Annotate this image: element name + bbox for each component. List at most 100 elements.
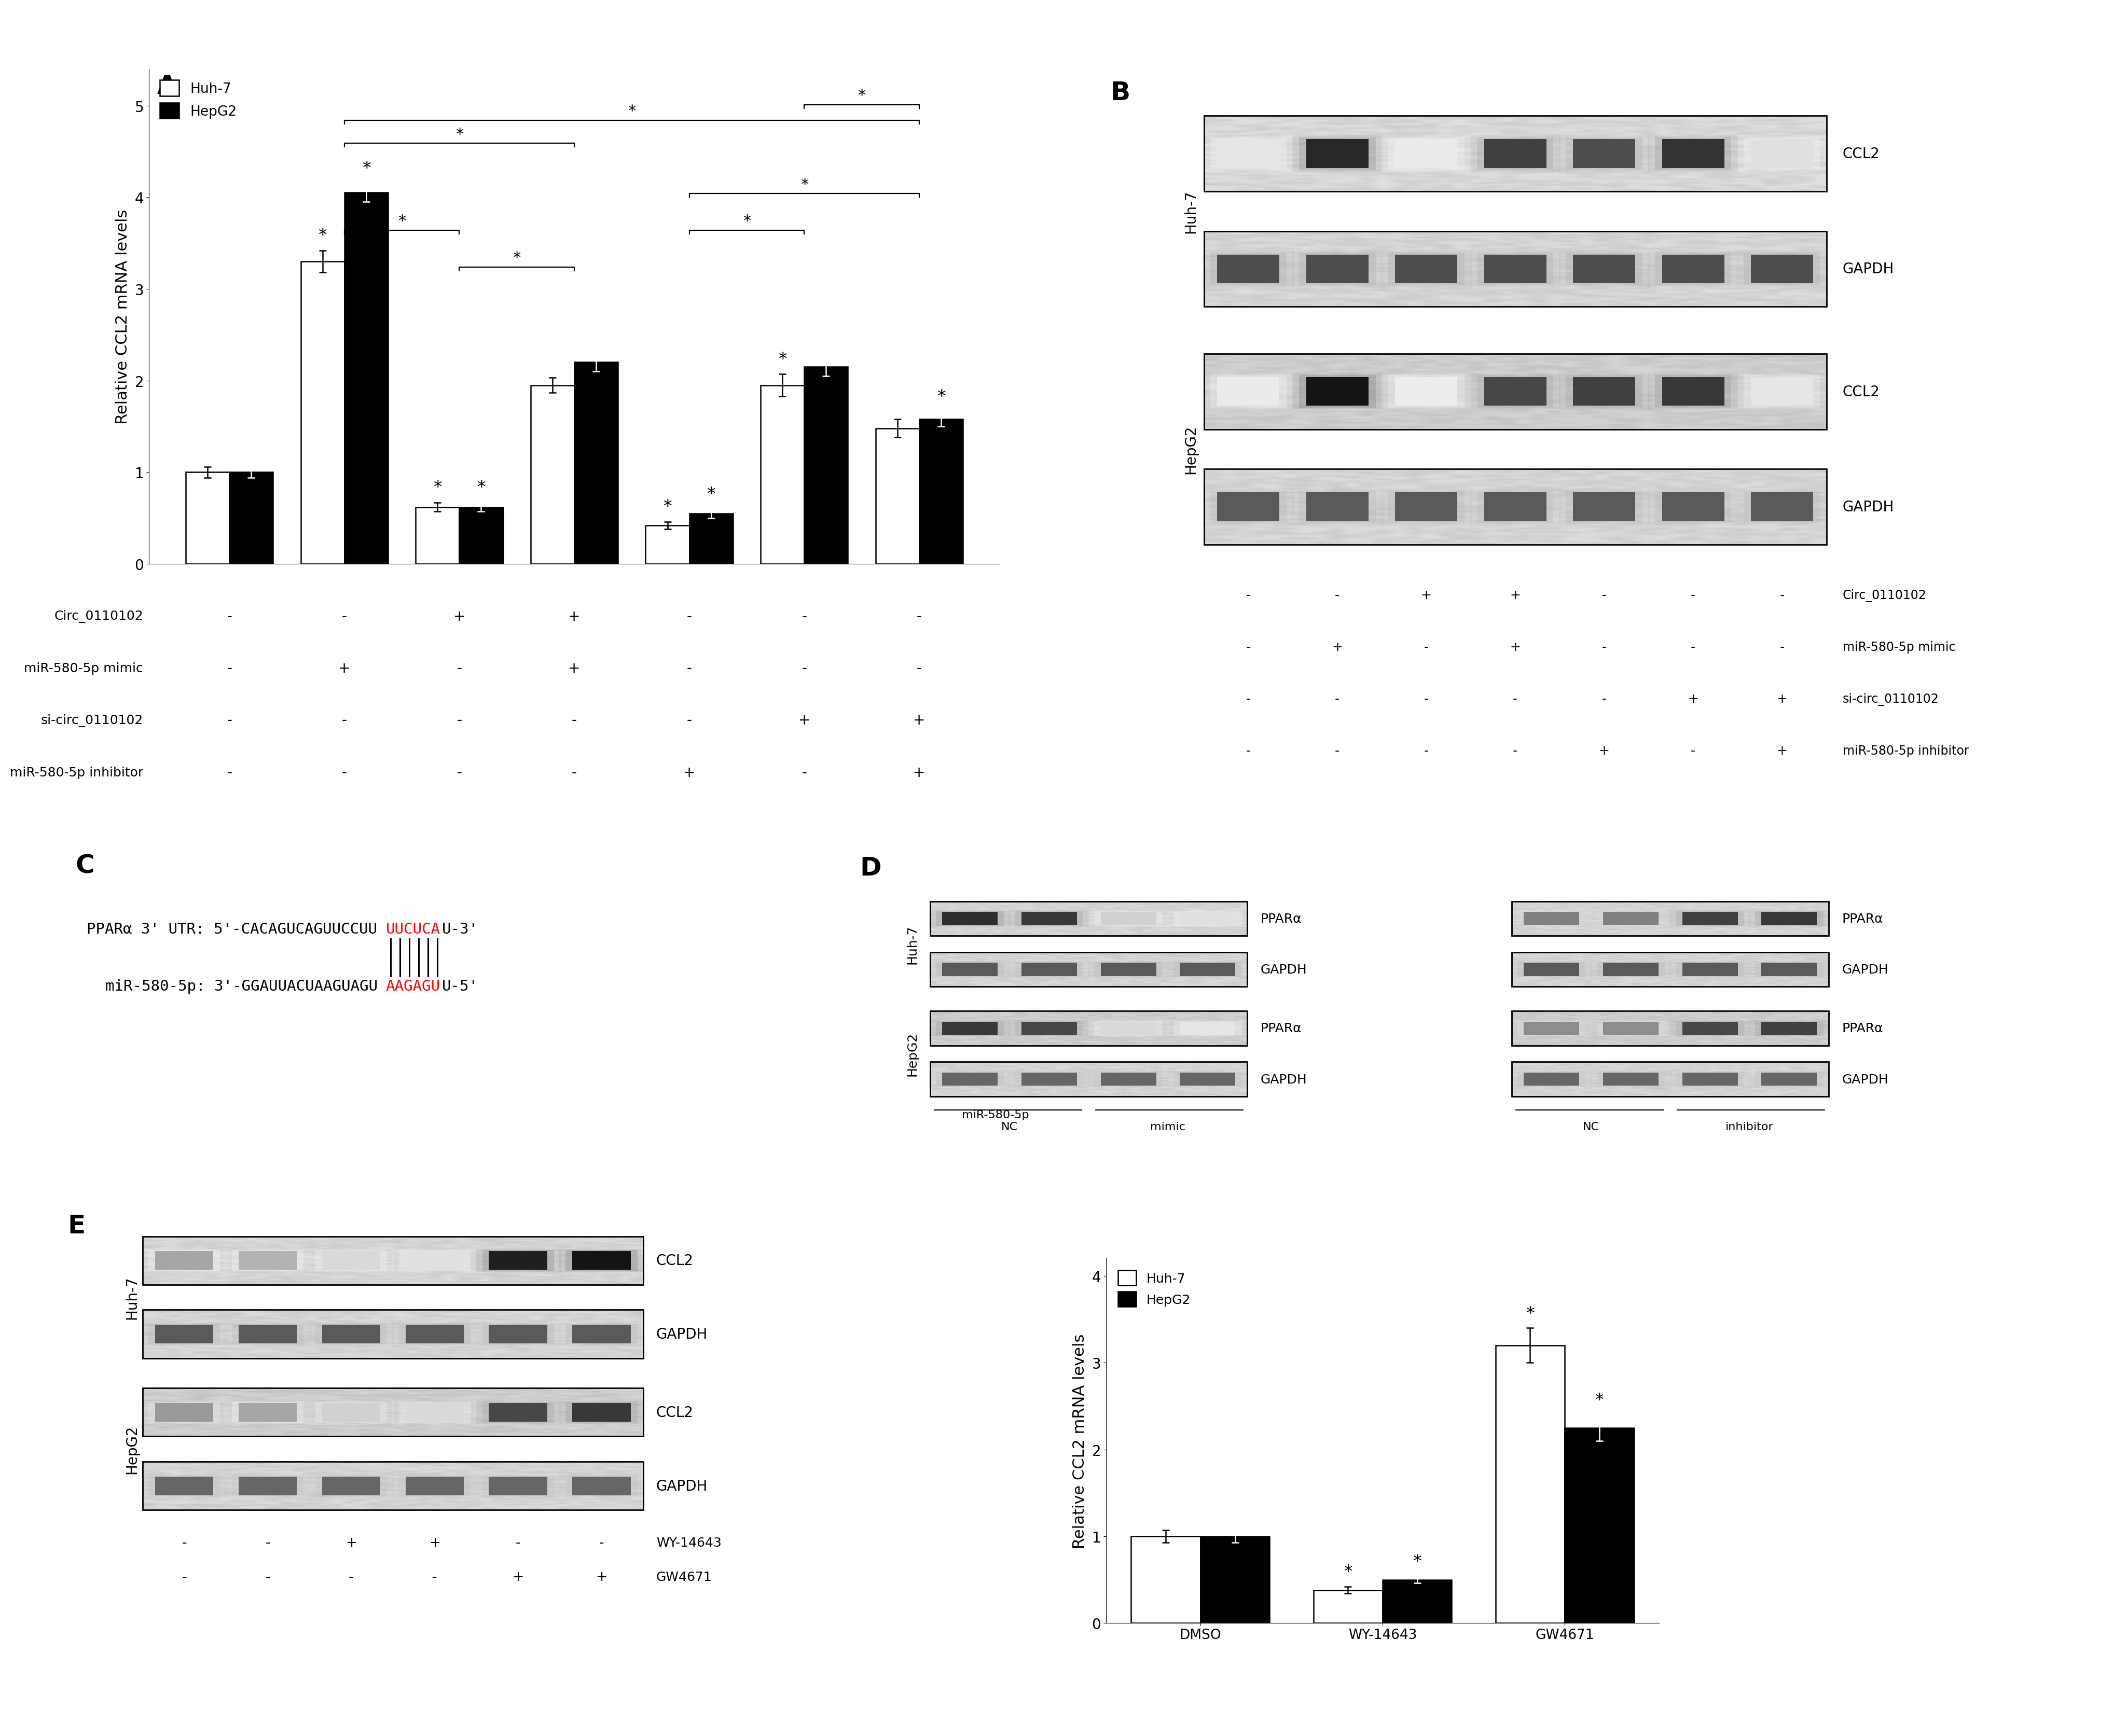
Y-axis label: Relative CCL2 mRNA levels: Relative CCL2 mRNA levels [115, 210, 130, 424]
Bar [238, 1252, 298, 1269]
Bar [143, 1401, 228, 1424]
Text: PPARα: PPARα [1842, 913, 1882, 925]
Bar [232, 1403, 304, 1424]
Bar [1180, 963, 1236, 976]
Bar [1174, 911, 1242, 925]
Bar [1748, 962, 1829, 977]
Bar [1021, 1023, 1076, 1035]
Text: miR-580-5p mimic: miR-580-5p mimic [1842, 641, 1955, 653]
Bar [1180, 1023, 1236, 1035]
Bar [143, 1462, 642, 1510]
Text: E: E [68, 1213, 85, 1238]
Bar [1306, 139, 1368, 168]
Bar [1204, 354, 1827, 429]
Text: +: + [1600, 745, 1610, 757]
Bar [321, 1477, 381, 1495]
Text: inhibitor: inhibitor [1725, 1121, 1774, 1132]
Bar [143, 1323, 228, 1345]
Text: +: + [513, 1569, 523, 1583]
Text: -: - [457, 713, 462, 727]
Text: GW4671: GW4671 [657, 1571, 713, 1583]
Text: -: - [1691, 745, 1695, 757]
Bar [1087, 910, 1170, 927]
Bar [1100, 963, 1157, 976]
Bar [1168, 1071, 1249, 1087]
Bar [1682, 963, 1738, 976]
Bar [1655, 253, 1731, 285]
Bar [1565, 375, 1642, 408]
Bar [936, 1021, 1004, 1036]
Bar [1744, 253, 1821, 285]
Bar [1210, 491, 1287, 523]
Bar [1597, 1021, 1665, 1036]
Bar [1485, 255, 1546, 283]
Bar [1312, 1590, 1383, 1623]
Text: *: * [434, 479, 442, 496]
Bar [315, 1325, 387, 1344]
Bar [1604, 963, 1659, 976]
Bar [483, 1325, 553, 1344]
Bar [942, 963, 998, 976]
Bar [1523, 1023, 1578, 1035]
Text: C: C [74, 854, 94, 878]
Bar [1174, 962, 1242, 977]
Text: -: - [1423, 693, 1429, 705]
Text: GAPDH: GAPDH [1842, 1073, 1889, 1085]
Text: *: * [362, 160, 370, 177]
Bar [1217, 493, 1280, 521]
Text: GAPDH: GAPDH [1261, 1073, 1308, 1085]
Bar [1476, 491, 1553, 523]
Bar [1755, 911, 1823, 925]
Text: *: * [800, 177, 808, 193]
Text: -: - [917, 609, 921, 623]
Text: *: * [398, 214, 406, 229]
Bar [308, 1401, 393, 1424]
Text: miR-580-5p inhibitor: miR-580-5p inhibitor [11, 766, 143, 779]
Bar [1100, 1023, 1157, 1035]
Bar [1395, 255, 1457, 283]
Text: B: B [1110, 80, 1129, 106]
Text: -: - [1336, 589, 1340, 602]
Bar [1676, 1021, 1744, 1036]
Text: -: - [342, 766, 347, 779]
Bar [1523, 911, 1578, 925]
Bar [1470, 373, 1561, 410]
Bar [1670, 910, 1751, 927]
Bar [1210, 137, 1287, 170]
Text: GAPDH: GAPDH [1261, 963, 1308, 976]
Text: +: + [345, 1536, 357, 1549]
Bar [1174, 1071, 1242, 1087]
Bar [1676, 962, 1744, 977]
Bar [1093, 1021, 1163, 1036]
Text: NC: NC [1002, 1121, 1017, 1132]
Bar [929, 953, 1246, 986]
Y-axis label: Relative CCL2 mRNA levels: Relative CCL2 mRNA levels [1072, 1333, 1087, 1549]
Bar [489, 1477, 547, 1495]
Text: -: - [432, 1569, 438, 1583]
Bar [942, 1073, 998, 1085]
Text: GAPDH: GAPDH [657, 1479, 708, 1493]
Bar [1517, 911, 1585, 925]
Bar [1476, 137, 1553, 170]
Bar [1512, 901, 1829, 936]
Text: si-circ_0110102: si-circ_0110102 [1842, 693, 1940, 705]
Bar [1597, 962, 1665, 977]
Bar [391, 1474, 476, 1498]
Bar [1087, 1071, 1170, 1087]
Bar [1100, 911, 1157, 925]
Bar [1380, 373, 1472, 410]
Bar [1517, 1021, 1585, 1036]
Legend: Huh-7, HepG2: Huh-7, HepG2 [1112, 1266, 1195, 1312]
Bar [1744, 491, 1821, 523]
Bar [1512, 1010, 1829, 1045]
Bar [1670, 1071, 1751, 1087]
Bar [483, 1476, 553, 1496]
Text: -: - [687, 661, 691, 675]
Text: PPARα: PPARα [1261, 1023, 1302, 1035]
Bar [149, 1325, 219, 1344]
Bar [929, 1071, 1010, 1087]
Bar [1574, 493, 1636, 521]
Bar [1510, 1071, 1591, 1087]
Text: A: A [157, 75, 177, 99]
Bar [1015, 1021, 1083, 1036]
